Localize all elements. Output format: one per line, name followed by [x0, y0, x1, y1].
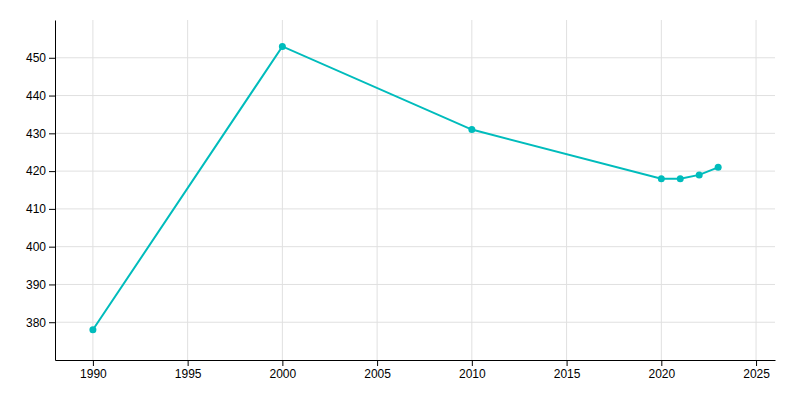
grid-line — [55, 57, 775, 58]
y-tick-label: 430 — [26, 127, 46, 141]
x-tick-label: 2010 — [459, 367, 486, 381]
grid-line — [55, 95, 775, 96]
grid-line — [756, 20, 757, 360]
x-tick-label: 1990 — [80, 367, 107, 381]
y-tick-mark — [49, 171, 55, 172]
x-tick: 1990 — [80, 360, 107, 381]
x-axis: 1990 1995 2000 2005 2010 2015 2020 2025 — [56, 360, 776, 381]
point — [279, 43, 286, 50]
y-tick-label: 380 — [26, 316, 46, 330]
point — [677, 175, 684, 182]
x-tick-mark — [188, 360, 189, 366]
y-tick: 380 — [26, 316, 55, 330]
x-tick-mark — [661, 360, 662, 366]
x-tick: 2000 — [270, 360, 297, 381]
x-tick-label: 2005 — [364, 367, 391, 381]
line — [93, 46, 718, 329]
y-tick: 450 — [26, 51, 55, 65]
y-tick-label: 420 — [26, 164, 46, 178]
x-tick-mark — [282, 360, 283, 366]
x-tick-mark — [567, 360, 568, 366]
chart: 1990 1995 2000 2005 2010 2015 2020 2025 380 390 40… — [0, 0, 800, 400]
x-tick-label: 2025 — [743, 367, 770, 381]
x-tick-mark — [93, 360, 94, 366]
y-tick-mark — [49, 58, 55, 59]
y-tick-mark — [49, 322, 55, 323]
x-tick: 2005 — [364, 360, 391, 381]
y-axis: 380 390 400 410 420 430 440 450 — [26, 21, 56, 361]
y-tick: 430 — [26, 127, 55, 141]
plot-area — [89, 43, 721, 333]
grid-line — [55, 322, 775, 323]
y-tick: 400 — [26, 240, 55, 254]
x-axis-line — [56, 360, 776, 361]
y-tick-label: 450 — [26, 51, 46, 65]
x-tick-label: 1995 — [175, 367, 202, 381]
y-tick-label: 440 — [26, 89, 46, 103]
x-tick-label: 2015 — [554, 367, 581, 381]
grid-line — [55, 171, 775, 172]
x-tick-mark — [756, 360, 757, 366]
grid-line — [55, 246, 775, 247]
x-tick-mark — [377, 360, 378, 366]
x-tick: 1995 — [175, 360, 202, 381]
y-tick-mark — [49, 284, 55, 285]
point — [468, 126, 475, 133]
grid-line — [661, 20, 662, 360]
y-tick: 440 — [26, 89, 55, 103]
x-tick: 2025 — [743, 360, 770, 381]
grid-line — [55, 133, 775, 134]
grid-line — [471, 20, 472, 360]
x-tick: 2015 — [554, 360, 581, 381]
x-tick-label: 2020 — [648, 367, 675, 381]
y-tick-label: 400 — [26, 240, 46, 254]
y-tick-mark — [49, 96, 55, 97]
y-tick: 420 — [26, 164, 55, 178]
point — [658, 175, 665, 182]
point — [89, 326, 96, 333]
y-tick: 390 — [26, 278, 55, 292]
grid-line — [566, 20, 567, 360]
y-tick-label: 410 — [26, 202, 46, 216]
x-tick: 2010 — [459, 360, 486, 381]
point — [696, 171, 703, 178]
x-tick-label: 2000 — [270, 367, 297, 381]
x-tick: 2020 — [648, 360, 675, 381]
y-tick-label: 390 — [26, 278, 46, 292]
grid-line — [377, 20, 378, 360]
y-tick-mark — [49, 247, 55, 248]
grid-line — [55, 208, 775, 209]
y-tick-mark — [49, 209, 55, 210]
grid-line — [92, 20, 93, 360]
y-tick: 410 — [26, 202, 55, 216]
grid-line — [55, 284, 775, 285]
grid — [55, 20, 775, 360]
y-tick-mark — [49, 133, 55, 134]
y-axis-line — [55, 21, 56, 361]
x-tick-mark — [472, 360, 473, 366]
point — [715, 164, 722, 171]
grid-line — [282, 20, 283, 360]
